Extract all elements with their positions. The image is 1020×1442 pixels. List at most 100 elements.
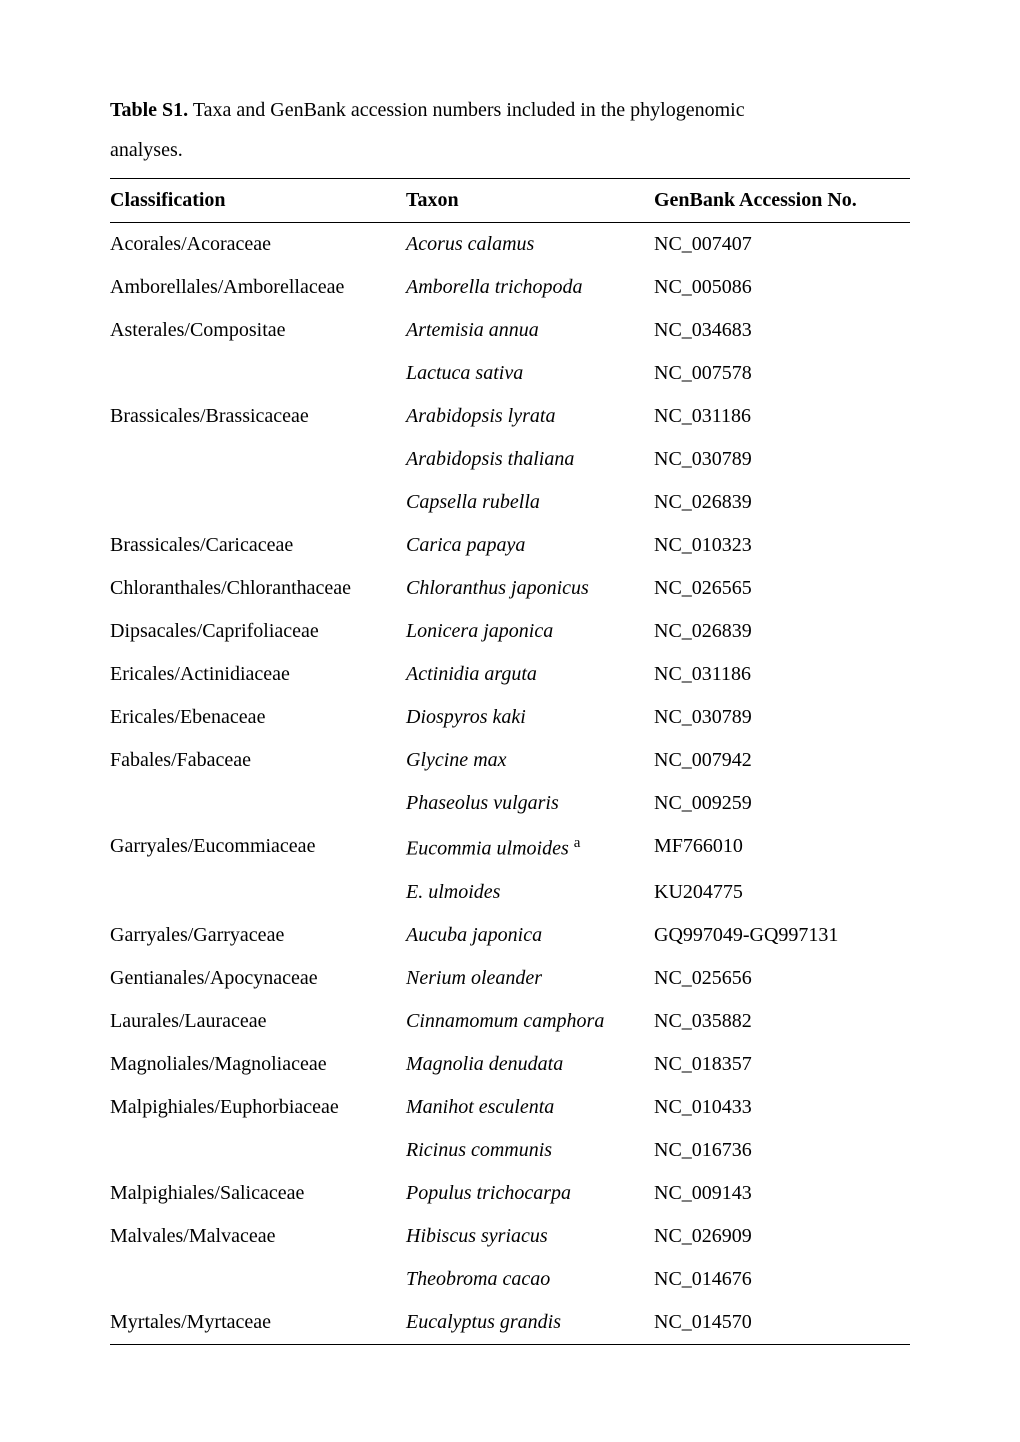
taxon-name: Populus trichocarpa — [406, 1182, 571, 1204]
table-row: Capsella rubella NC_026839 — [110, 481, 910, 524]
table-row: Malpighiales/EuphorbiaceaeManihot escule… — [110, 1086, 910, 1129]
cell-classification: Fabales/Fabaceae — [110, 739, 406, 782]
cell-taxon: Cinnamomum camphora — [406, 1000, 654, 1043]
cell-accession: NC_016736 — [654, 1129, 910, 1172]
cell-taxon: Ricinus communis — [406, 1129, 654, 1172]
taxon-name: Capsella rubella — [406, 491, 540, 513]
cell-taxon: Manihot esculenta — [406, 1086, 654, 1129]
taxon-name: Cinnamomum camphora — [406, 1010, 604, 1032]
taxon-name: Eucalyptus grandis — [406, 1311, 561, 1333]
header-accession: GenBank Accession No. — [654, 179, 910, 223]
taxon-name: Eucommia ulmoides — [406, 838, 569, 860]
taxon-name: Arabidopsis thaliana — [406, 448, 574, 470]
cell-taxon: Arabidopsis thaliana — [406, 438, 654, 481]
cell-classification: Brassicales/Brassicaceae — [110, 395, 406, 438]
taxon-name: Arabidopsis lyrata — [406, 405, 555, 427]
cell-accession: NC_031186 — [654, 395, 910, 438]
taxon-name: Hibiscus syriacus — [406, 1225, 548, 1247]
table-row: Malpighiales/SalicaceaePopulus trichocar… — [110, 1172, 910, 1215]
cell-accession: NC_031186 — [654, 653, 910, 696]
cell-taxon: Eucommia ulmoides a — [406, 825, 654, 871]
table-row: Malvales/MalvaceaeHibiscus syriacusNC_02… — [110, 1215, 910, 1258]
table-caption: Table S1. Taxa and GenBank accession num… — [110, 90, 910, 170]
cell-accession: NC_007407 — [654, 223, 910, 267]
cell-classification: Amborellales/Amborellaceae — [110, 266, 406, 309]
table-row: Laurales/LauraceaeCinnamomum camphoraNC_… — [110, 1000, 910, 1043]
table-row: Lactuca sativaNC_007578 — [110, 352, 910, 395]
taxon-name: Amborella trichopoda — [406, 276, 582, 298]
cell-classification: Laurales/Lauraceae — [110, 1000, 406, 1043]
taxon-name: Glycine max — [406, 749, 507, 771]
cell-taxon: Chloranthus japonicus — [406, 567, 654, 610]
cell-taxon: Diospyros kaki — [406, 696, 654, 739]
table-row: Dipsacales/CaprifoliaceaeLonicera japoni… — [110, 610, 910, 653]
cell-accession: MF766010 — [654, 825, 910, 871]
taxon-name: Manihot esculenta — [406, 1096, 554, 1118]
cell-classification — [110, 1258, 406, 1301]
cell-accession: NC_010323 — [654, 524, 910, 567]
taxon-name: Phaseolus vulgaris — [406, 792, 559, 814]
cell-taxon: Lactuca sativa — [406, 352, 654, 395]
cell-accession: NC_010433 — [654, 1086, 910, 1129]
cell-classification: Asterales/Compositae — [110, 309, 406, 352]
table-row: Ericales/EbenaceaeDiospyros kaki NC_03078… — [110, 696, 910, 739]
cell-classification — [110, 481, 406, 524]
table-row: Acorales/AcoraceaeAcorus calamusNC_00740… — [110, 223, 910, 267]
cell-accession: NC_005086 — [654, 266, 910, 309]
taxon-name: Aucuba japonica — [406, 924, 542, 946]
taxon-superscript: a — [574, 835, 581, 851]
table-row: Ricinus communis NC_016736 — [110, 1129, 910, 1172]
cell-accession: NC_026565 — [654, 567, 910, 610]
cell-accession: GQ997049-GQ997131 — [654, 914, 910, 957]
cell-accession: NC_026839 — [654, 481, 910, 524]
cell-accession: NC_030789 — [654, 438, 910, 481]
cell-taxon: Carica papaya — [406, 524, 654, 567]
cell-taxon: Hibiscus syriacus — [406, 1215, 654, 1258]
cell-taxon: Arabidopsis lyrata — [406, 395, 654, 438]
cell-accession: NC_014676 — [654, 1258, 910, 1301]
cell-classification: Dipsacales/Caprifoliaceae — [110, 610, 406, 653]
cell-classification: Garryales/Eucommiaceae — [110, 825, 406, 871]
cell-accession: NC_025656 — [654, 957, 910, 1000]
caption-text-line2: analyses. — [110, 139, 183, 161]
cell-classification: Malpighiales/Salicaceae — [110, 1172, 406, 1215]
table-row: Garryales/EucommiaceaeEucommia ulmoides … — [110, 825, 910, 871]
table-row: Phaseolus vulgaris NC_009259 — [110, 782, 910, 825]
taxon-name: Nerium oleander — [406, 967, 542, 989]
taxa-table: Classification Taxon GenBank Accession N… — [110, 178, 910, 1345]
table-row: Gentianales/ApocynaceaeNerium oleanderNC… — [110, 957, 910, 1000]
cell-accession: NC_026839 — [654, 610, 910, 653]
cell-taxon: Acorus calamus — [406, 223, 654, 267]
header-classification: Classification — [110, 179, 406, 223]
taxon-name: Ricinus communis — [406, 1139, 552, 1161]
cell-classification: Chloranthales/Chloranthaceae — [110, 567, 406, 610]
taxon-name: Theobroma cacao — [406, 1268, 550, 1290]
table-row: Fabales/FabaceaeGlycine maxNC_007942 — [110, 739, 910, 782]
cell-taxon: Aucuba japonica — [406, 914, 654, 957]
taxon-name: Magnolia denudata — [406, 1053, 563, 1075]
cell-accession: NC_034683 — [654, 309, 910, 352]
taxon-name: Chloranthus japonicus — [406, 577, 589, 599]
document-page: Table S1. Taxa and GenBank accession num… — [0, 0, 1020, 1405]
cell-accession: NC_030789 — [654, 696, 910, 739]
taxon-name: Diospyros kaki — [406, 706, 526, 728]
taxon-name: Acorus calamus — [406, 233, 534, 255]
table-row: Theobroma cacao NC_014676 — [110, 1258, 910, 1301]
cell-classification — [110, 352, 406, 395]
cell-accession: KU204775 — [654, 871, 910, 914]
cell-taxon: Amborella trichopoda — [406, 266, 654, 309]
caption-label: Table S1. — [110, 99, 188, 121]
taxon-name: Artemisia annua — [406, 319, 539, 341]
cell-classification: Brassicales/Caricaceae — [110, 524, 406, 567]
taxon-name: Actinidia arguta — [406, 663, 537, 685]
table-row: Myrtales/MyrtaceaeEucalyptus grandisNC_0… — [110, 1301, 910, 1345]
cell-accession: NC_009259 — [654, 782, 910, 825]
cell-classification: Ericales/Ebenaceae — [110, 696, 406, 739]
table-row: Brassicales/CaricaceaeCarica papaya NC_01… — [110, 524, 910, 567]
cell-classification: Ericales/Actinidiaceae — [110, 653, 406, 696]
cell-classification — [110, 1129, 406, 1172]
taxon-name: Lactuca sativa — [406, 362, 523, 384]
taxon-name: Carica papaya — [406, 534, 525, 556]
cell-taxon: E. ulmoides — [406, 871, 654, 914]
table-row: Garryales/GarryaceaeAucuba japonicaGQ997… — [110, 914, 910, 957]
